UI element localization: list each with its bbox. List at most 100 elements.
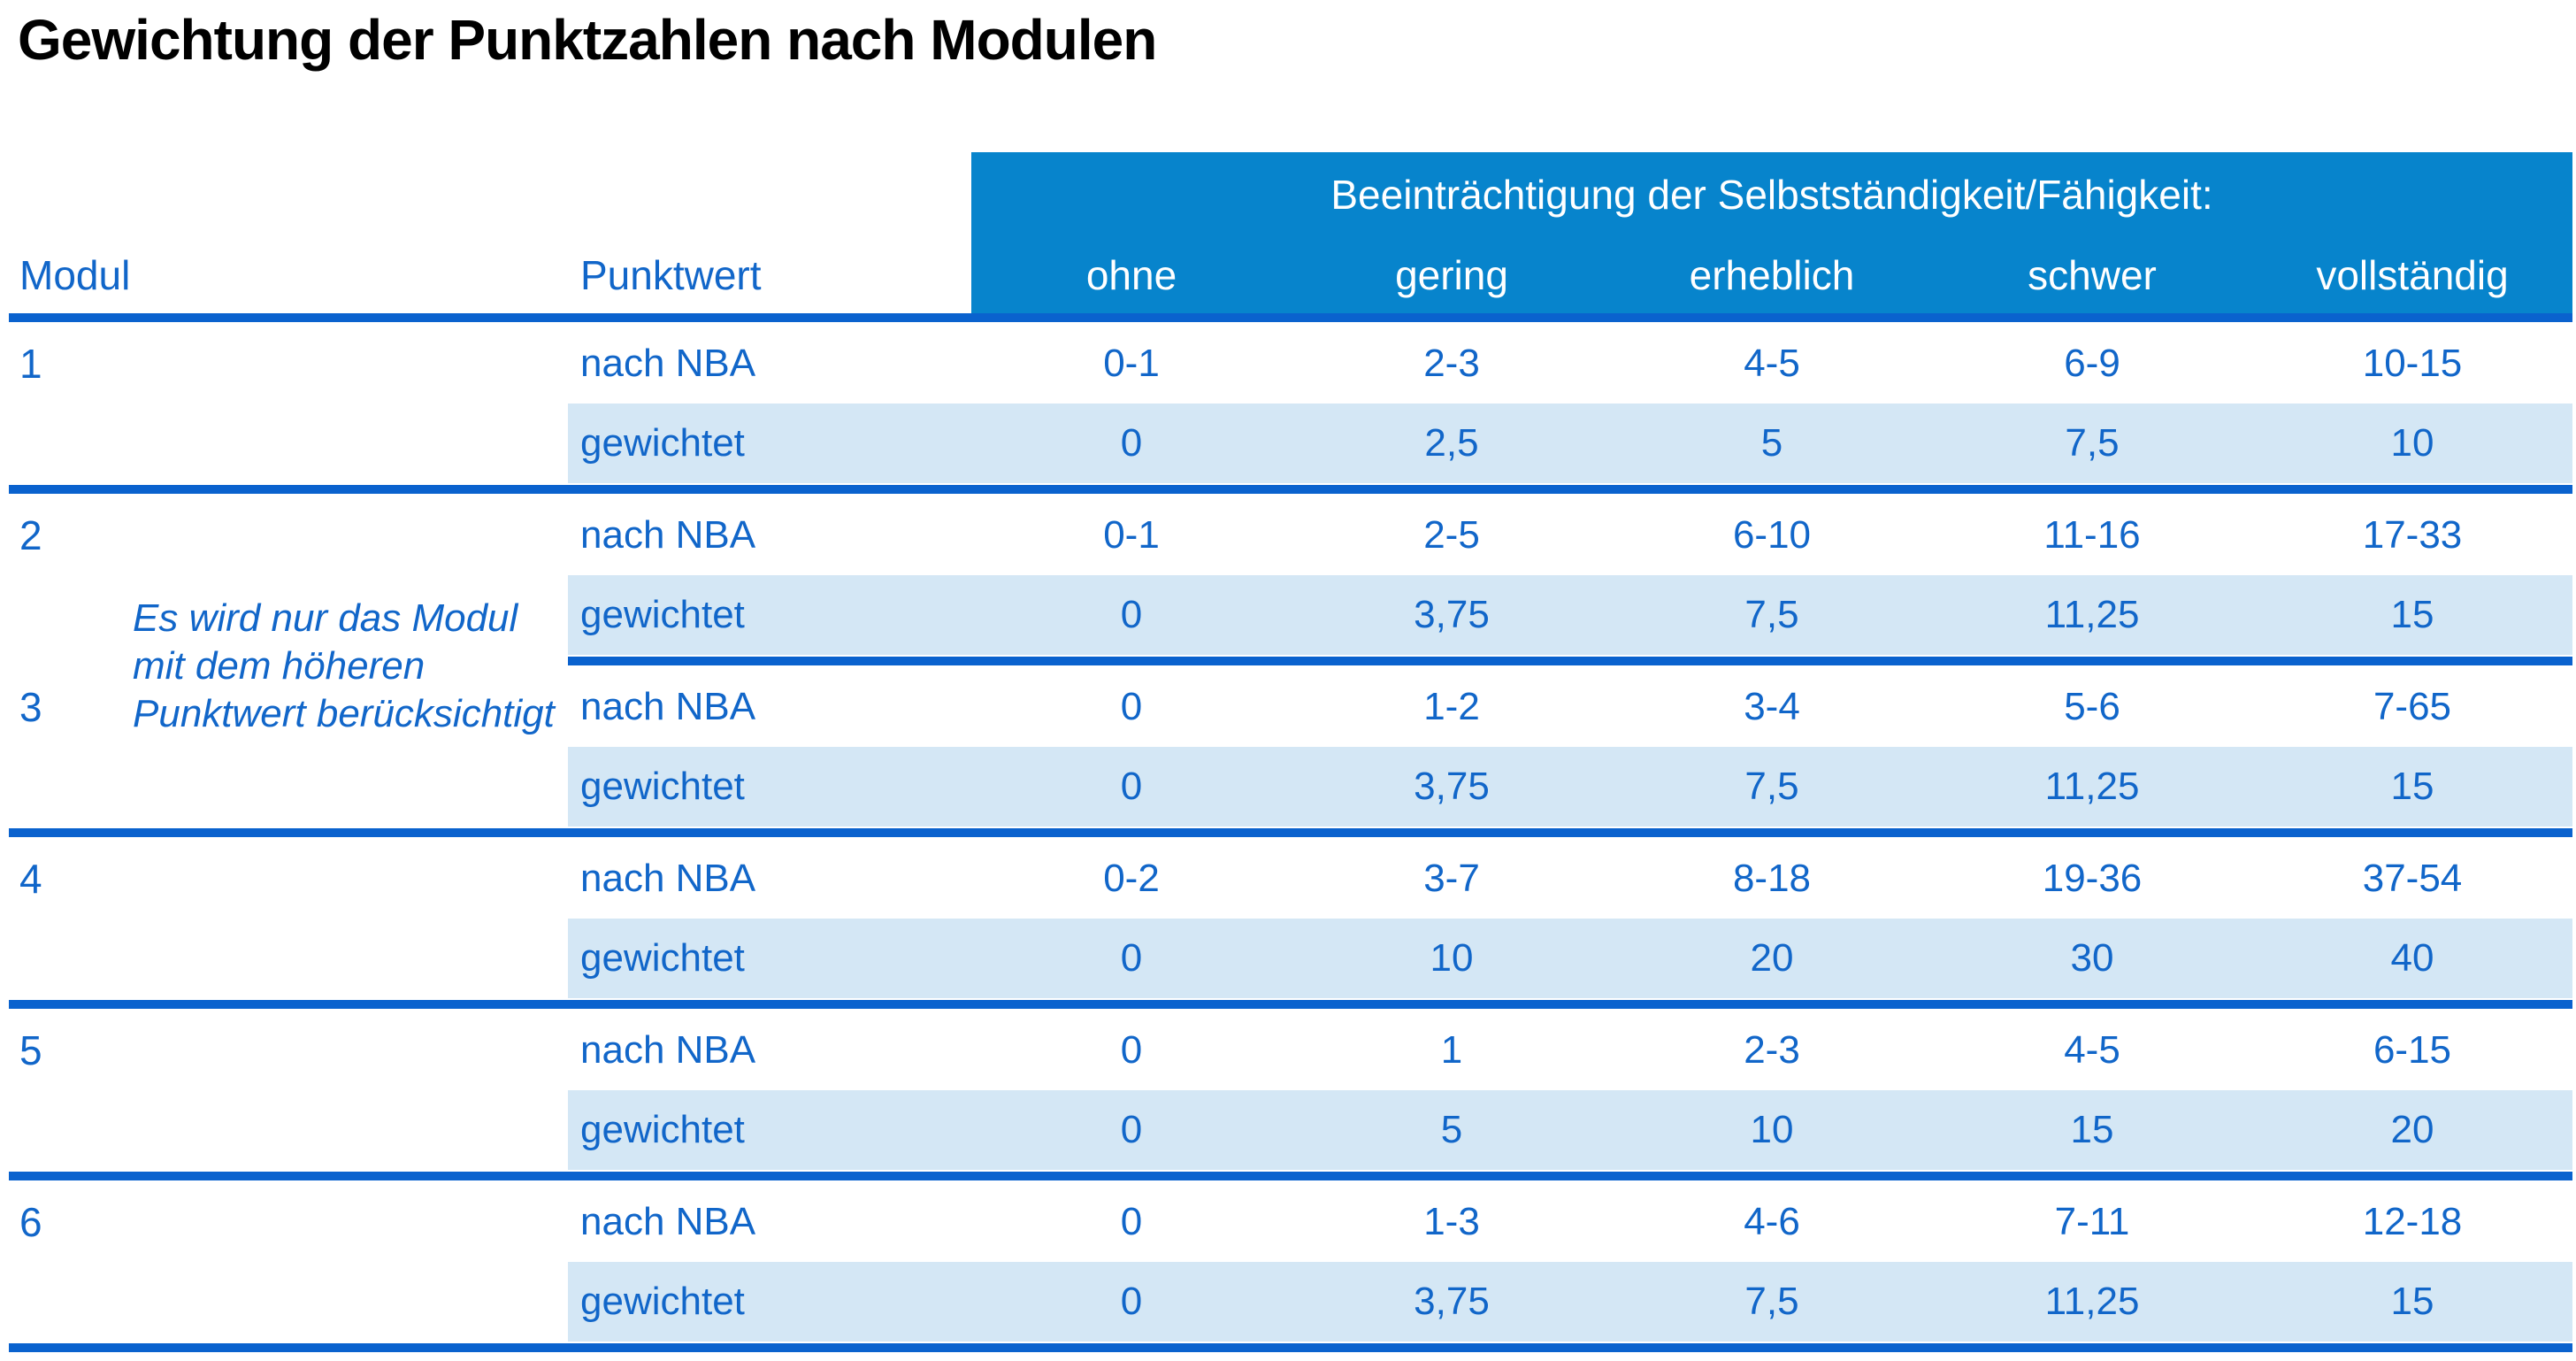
- cell-value: 3-7: [1423, 857, 1480, 900]
- cell-value: 2-5: [1423, 513, 1480, 557]
- cell-value: 7-11: [2054, 1200, 2130, 1243]
- cell-value: 10: [1430, 936, 1474, 980]
- module-number: 4: [19, 856, 42, 902]
- cell-value: 7,5: [1744, 1280, 1799, 1323]
- row-label: nach NBA: [580, 342, 756, 385]
- separator-line: [9, 313, 2572, 322]
- note-line: Es wird nur das Modul: [133, 596, 518, 640]
- cell-value: 20: [1750, 936, 1794, 980]
- cell-value: 8-18: [1732, 857, 1812, 900]
- cell-value: 0-2: [1103, 857, 1160, 900]
- row-label: gewichtet: [580, 593, 745, 636]
- cell-value: 0: [1120, 1280, 1143, 1323]
- cell-value: 11-16: [2043, 513, 2141, 557]
- table-row: 2 nach NBA 0-1 2-5 6-10 11-16 17-33: [0, 496, 2572, 575]
- cell-value: 0: [1120, 685, 1143, 728]
- cell-value: 6-15: [2373, 1028, 2452, 1072]
- severity-header-band: Beeinträchtigung der Selbstständigkeit/F…: [971, 152, 2572, 313]
- table-row: gewichtet 0 2,5 5 7,5 10: [0, 404, 2572, 483]
- cell-value: 3,75: [1414, 1280, 1490, 1323]
- cell-value: 4-6: [1744, 1200, 1800, 1243]
- table-row: 4 nach NBA 0-2 3-7 8-18 19-36 37-54: [0, 839, 2572, 919]
- note-line: mit dem höheren: [133, 644, 426, 688]
- cell-value: 3,75: [1414, 765, 1490, 808]
- module-number-empty: [0, 404, 568, 483]
- cell-value: 10: [1750, 1108, 1794, 1151]
- row-label: gewichtet: [580, 1108, 745, 1151]
- column-header-modul: Modul: [19, 252, 131, 298]
- separator-line-partial: [568, 657, 2572, 665]
- table-row: 3 nach NBA 0 1-2 3-4 5-6 7-65: [0, 667, 2572, 747]
- cell-value: 15: [2390, 593, 2434, 636]
- cell-value: 30: [2070, 936, 2114, 980]
- cell-value: 3,75: [1414, 593, 1490, 636]
- table-row: 5 nach NBA 0 1 2-3 4-5 6-15: [0, 1011, 2572, 1090]
- cell-value: 1: [1440, 1028, 1463, 1072]
- table-row: gewichtet 0 3,75 7,5 11,25 15: [0, 1262, 2572, 1342]
- column-header-schwer: schwer: [2028, 252, 2157, 298]
- cell-value: 10: [2390, 421, 2434, 465]
- table-row: gewichtet 0 10 20 30 40: [0, 919, 2572, 998]
- cell-value: 1-3: [1423, 1200, 1480, 1243]
- table-row: 6 nach NBA 0 1-3 4-6 7-11 12-18: [0, 1182, 2572, 1262]
- cell-value: 3-4: [1744, 685, 1800, 728]
- row-label: gewichtet: [580, 1280, 745, 1323]
- module-group-5: 5 nach NBA 0 1 2-3 4-5 6-15 gewichtet 0 …: [0, 1011, 2572, 1170]
- module-number-empty: [0, 747, 568, 827]
- column-header-ohne: ohne: [1085, 252, 1177, 298]
- cell-value: 0: [1120, 1108, 1143, 1151]
- weighting-table: Modul Punktwert Beeinträchtigung der Sel…: [0, 152, 2572, 1354]
- cell-value: 1-2: [1423, 685, 1480, 728]
- module-number-empty: [0, 919, 568, 998]
- cell-value: 0: [1120, 765, 1143, 808]
- row-label: nach NBA: [580, 685, 756, 728]
- table-header: Modul Punktwert Beeinträchtigung der Sel…: [0, 152, 2572, 313]
- separator-line: [9, 1000, 2572, 1009]
- module-number: 6: [19, 1199, 42, 1245]
- cell-value: 0: [1120, 936, 1143, 980]
- module-group-1: 1 nach NBA 0-1 2-3 4-5 6-9 10-15 gewicht…: [0, 324, 2572, 483]
- cell-value: 20: [2390, 1108, 2434, 1151]
- cell-value: 0-1: [1103, 342, 1160, 385]
- cell-value: 2,5: [1424, 421, 1479, 465]
- cell-value: 7-65: [2373, 685, 2452, 728]
- cell-value: 2-3: [1423, 342, 1480, 385]
- cell-value: 0: [1120, 421, 1143, 465]
- cell-value: 4-5: [2064, 1028, 2120, 1072]
- row-label: gewichtet: [580, 936, 745, 980]
- cell-value: 10-15: [2362, 342, 2463, 385]
- cell-value: 11,25: [2044, 765, 2140, 808]
- cell-value: 15: [2070, 1108, 2114, 1151]
- table-row: gewichtet 0 5 10 15 20: [0, 1090, 2572, 1170]
- module-number: 1: [19, 341, 42, 387]
- cell-value: 15: [2390, 765, 2434, 808]
- cell-value: 11,25: [2044, 1280, 2140, 1323]
- cell-value: 19-36: [2042, 857, 2143, 900]
- row-label: nach NBA: [580, 1028, 756, 1072]
- table-row: gewichtet 0 3,75 7,5 11,25 15: [0, 747, 2572, 827]
- row-label: nach NBA: [580, 513, 756, 557]
- cell-value: 6-9: [2064, 342, 2120, 385]
- cell-value: 7,5: [2065, 421, 2120, 465]
- separator-line: [9, 1172, 2572, 1180]
- separator-line: [9, 828, 2572, 837]
- module-number: 2: [19, 512, 42, 558]
- cell-value: 4-5: [1744, 342, 1800, 385]
- page-title: Gewichtung der Punktzahlen nach Modulen: [18, 8, 1157, 72]
- cell-value: 5: [1760, 421, 1783, 465]
- column-header-gering: gering: [1395, 252, 1508, 298]
- row-label: gewichtet: [580, 421, 745, 465]
- module-number-empty: [0, 1262, 568, 1342]
- separator-line-bottom: [9, 1343, 2572, 1352]
- cell-value: 2-3: [1744, 1028, 1800, 1072]
- module-number: 3: [19, 684, 42, 730]
- separator-line: [9, 485, 2572, 494]
- cell-value: 5-6: [2064, 685, 2120, 728]
- cell-value: 17-33: [2362, 513, 2463, 557]
- cell-value: 5: [1440, 1108, 1463, 1151]
- cell-value: 15: [2390, 1280, 2434, 1323]
- module-number-empty: [0, 1090, 568, 1170]
- column-header-punktwert: Punktwert: [580, 252, 762, 298]
- cell-value: 7,5: [1744, 765, 1799, 808]
